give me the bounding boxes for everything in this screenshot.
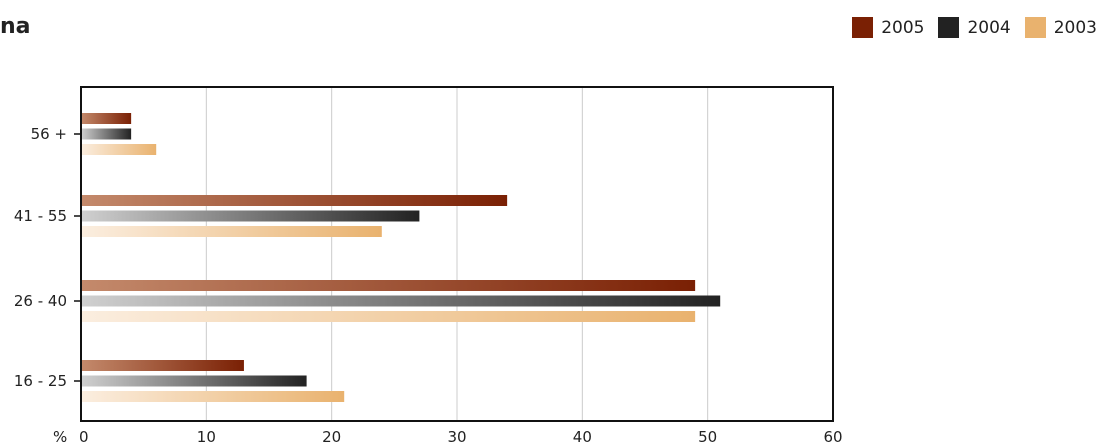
category-label-2: 26 - 40 [14, 292, 67, 310]
bar-2005-1 [81, 195, 508, 206]
legend-item-1: 2004 [938, 17, 1011, 38]
bar-2004-1 [81, 210, 420, 222]
bar-2005-3 [81, 360, 244, 371]
bar-2005-2 [81, 280, 696, 291]
chart-title: na [0, 14, 31, 39]
bar-2004-2 [81, 295, 721, 307]
bar-2003-3 [81, 391, 345, 402]
legend-label-1: 2004 [967, 17, 1011, 38]
bar-2004-0 [81, 128, 132, 140]
bar-2003-0 [81, 144, 157, 155]
legend-swatch-1 [938, 17, 960, 38]
legend: 2005 2004 2003 [838, 17, 1097, 38]
category-label-3: 16 - 25 [14, 372, 67, 390]
plot-frame [80, 86, 834, 422]
xtick-label-1: 10 [197, 428, 216, 445]
category-label-0: 56 + [31, 125, 67, 143]
xtick-label-0: 0 [79, 428, 89, 445]
bar-2003-1 [81, 226, 382, 237]
xtick-label-4: 40 [573, 428, 592, 445]
legend-swatch-0 [852, 17, 874, 38]
legend-item-0: 2005 [852, 17, 924, 38]
legend-label-0: 2005 [881, 17, 925, 38]
category-label-1: 41 - 55 [14, 207, 67, 225]
bar-2003-2 [81, 311, 696, 322]
legend-label-2: 2003 [1053, 17, 1097, 38]
xtick-label-6: 60 [823, 428, 842, 445]
legend-item-2: 2003 [1024, 17, 1097, 38]
x-axis-label: % [53, 428, 67, 445]
xtick-label-2: 20 [322, 428, 341, 445]
bar-2004-3 [81, 375, 307, 387]
legend-swatch-2 [1024, 17, 1046, 38]
xtick-label-5: 50 [698, 428, 717, 445]
xtick-label-3: 30 [447, 428, 466, 445]
bar-2005-0 [81, 113, 132, 124]
